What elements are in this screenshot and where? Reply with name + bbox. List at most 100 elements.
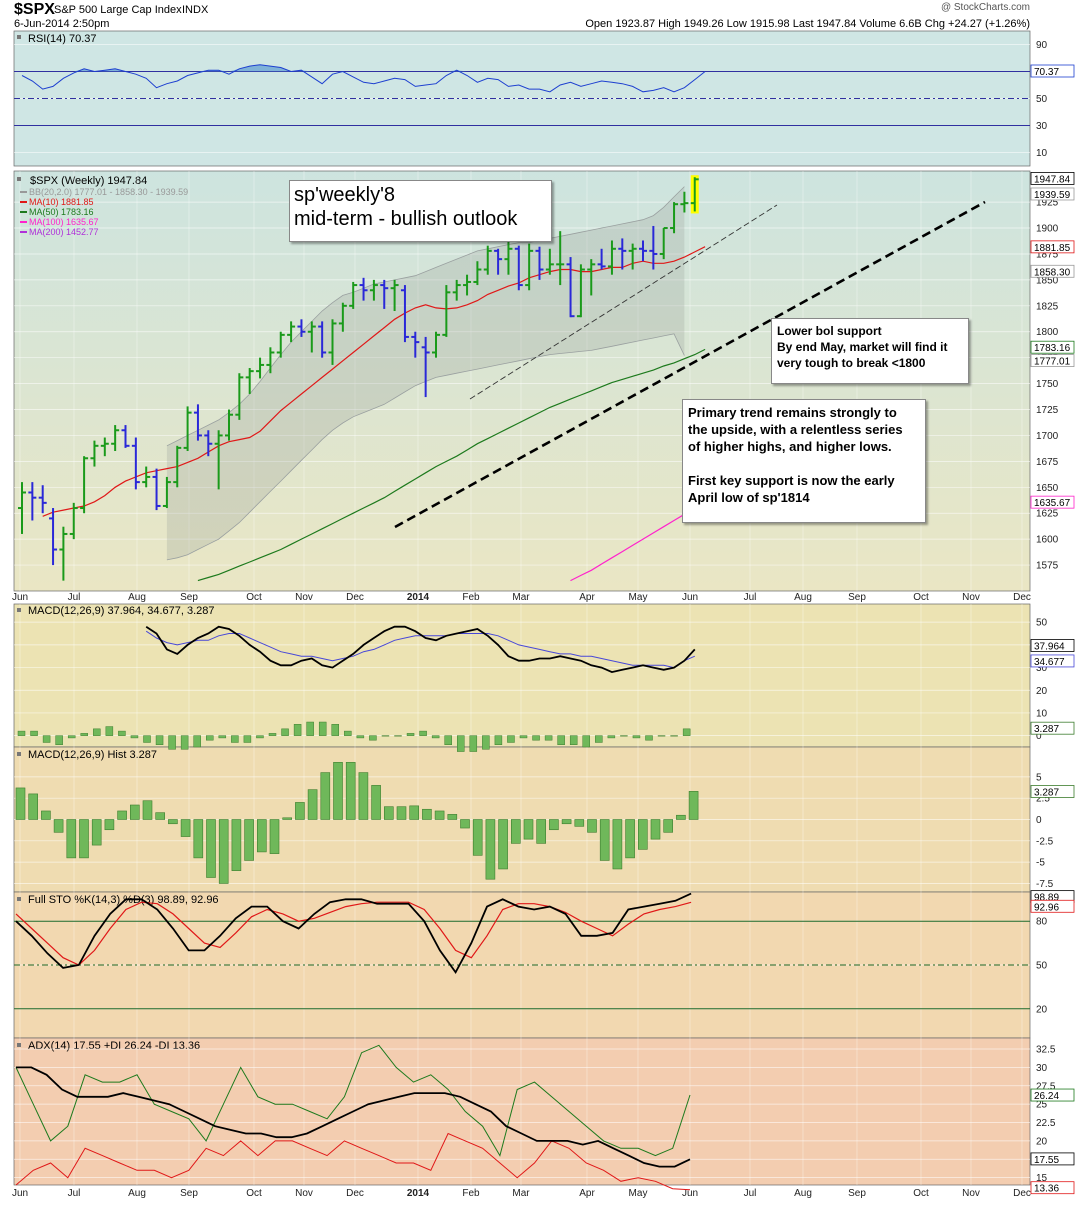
macd-hist-bar <box>587 819 597 833</box>
stochastic-tick-label: 50 <box>1036 961 1048 972</box>
support-line-3: very tough to break <1800 <box>777 356 926 370</box>
x-tick-label: Sep <box>180 592 198 603</box>
price-tick-label: 1700 <box>1036 431 1059 442</box>
title-annotation: sp'weekly'8 mid-term - bullish outlook <box>289 180 552 242</box>
price-value-label: 1939.59 <box>1034 190 1071 201</box>
x-tick-label: Apr <box>579 1188 595 1199</box>
chart-datetime: 6-Jun-2014 2:50pm <box>14 18 109 30</box>
macd-histogram-bar <box>419 730 427 736</box>
price-bar <box>442 285 451 337</box>
macd-histogram-bar <box>206 735 214 741</box>
macd-histogram-bar <box>155 735 164 745</box>
macd-hist-bar <box>561 819 572 825</box>
macd-hist-bar <box>282 817 293 820</box>
price-bar <box>318 321 327 358</box>
plus-di-line <box>15 1044 691 1157</box>
trend-line-1: Primary trend remains strongly to <box>688 405 897 420</box>
adx-value-tag <box>1030 1181 1075 1195</box>
chart-exchange: INDX <box>182 4 209 16</box>
price-bar <box>100 437 109 457</box>
macd-histogram-bar <box>168 735 176 750</box>
macd-hist-bar <box>663 819 674 833</box>
price-bar <box>649 225 658 270</box>
title-line-1: sp'weekly'8 <box>294 184 396 206</box>
price-bar <box>463 274 472 296</box>
macd-hist-bar <box>53 819 64 833</box>
macd-hist-bar <box>244 819 254 861</box>
price-bar <box>38 485 47 514</box>
macd-hist-bar <box>295 802 305 820</box>
stochastic-tick-label: 20 <box>1036 1004 1048 1015</box>
macd-hist-value-tag <box>1030 785 1075 798</box>
macd-histogram-bar <box>469 735 478 752</box>
macd-histogram-bar <box>281 728 289 736</box>
macd-histogram-bar <box>394 735 402 737</box>
price-bar <box>628 243 637 270</box>
macd-histogram-bar <box>130 735 139 739</box>
trend-line-2: the upside, with a relentless series <box>688 422 903 437</box>
x-tick-label: Aug <box>794 592 812 603</box>
price-bar <box>204 430 213 457</box>
adx-title: ADX(14) 17.55 +DI 26.24 -DI 13.36 <box>28 1040 200 1052</box>
x-tick-label: Jul <box>68 592 81 603</box>
macd-value-tag <box>1030 639 1075 652</box>
price-bar <box>545 248 554 275</box>
price-bar <box>587 259 596 296</box>
macd-tick-label: 50 <box>1036 618 1048 629</box>
price-tick-label: 1750 <box>1036 379 1059 390</box>
price-bar <box>690 175 699 214</box>
price-bar <box>245 368 254 394</box>
panel-marker-icon <box>17 752 21 756</box>
minor-trend-line <box>469 204 778 400</box>
macd-hist-bar <box>269 819 280 854</box>
price-value-tag <box>1030 340 1075 354</box>
trend-annotation: Primary trend remains strongly to the up… <box>682 399 926 523</box>
macd-value-tag <box>1030 721 1075 735</box>
x-tick-label: Jun <box>682 592 698 603</box>
macd-hist-bar <box>142 800 153 820</box>
macd-histogram-bar <box>657 735 666 737</box>
macd-histogram-bar <box>431 735 440 739</box>
x-tick-label: Feb <box>462 592 480 603</box>
adx-value-tag <box>1030 1088 1075 1102</box>
price-bar <box>28 482 37 521</box>
macd-histogram-bar <box>344 730 352 736</box>
price-bar <box>193 404 202 441</box>
price-bar <box>452 279 461 301</box>
adx-value-label: 17.55 <box>1034 1155 1059 1166</box>
stochastic-title: Full STO %K(14,3) %D(3) 98.89, 92.96 <box>28 894 219 906</box>
price-value-label: 1777.01 <box>1034 357 1071 368</box>
macd-histogram-bar <box>118 730 126 736</box>
rsi-value-label: 70.37 <box>1034 67 1059 78</box>
x-tick-label: Sep <box>848 1188 866 1199</box>
price-bar <box>173 445 182 488</box>
macd-tick-label: 10 <box>1036 708 1048 719</box>
price-bar <box>525 243 534 291</box>
macd-hist-bar <box>523 819 534 840</box>
macd-hist-bar <box>612 819 623 870</box>
x-tick-label: 2014 <box>407 592 430 603</box>
price-value-tag <box>1030 354 1075 367</box>
price-bar <box>483 245 492 275</box>
price-bar <box>494 248 503 275</box>
x-tick-label: Aug <box>128 1188 146 1199</box>
price-bar <box>514 245 523 291</box>
x-tick-label: Jun <box>12 592 28 603</box>
price-bar <box>359 277 368 301</box>
price-bar <box>256 357 265 379</box>
macd-value-label: 3.287 <box>1034 724 1059 735</box>
price-bar <box>659 227 668 260</box>
x-tick-label: Dec <box>346 1188 364 1199</box>
adx-tick-label: 27.5 <box>1036 1081 1056 1092</box>
price-bar <box>473 261 482 286</box>
price-bar <box>152 468 161 511</box>
macd-hist-tick-label: 5 <box>1036 772 1042 783</box>
macd-hist-bar <box>15 787 26 820</box>
x-tick-label: Mar <box>512 592 530 603</box>
x-tick-label: Oct <box>246 592 262 603</box>
macd-hist-bar <box>168 819 178 825</box>
x-tick-label: Jul <box>68 1188 81 1199</box>
macd-hist-bar <box>358 772 369 820</box>
macd-histogram-bar <box>42 735 51 743</box>
